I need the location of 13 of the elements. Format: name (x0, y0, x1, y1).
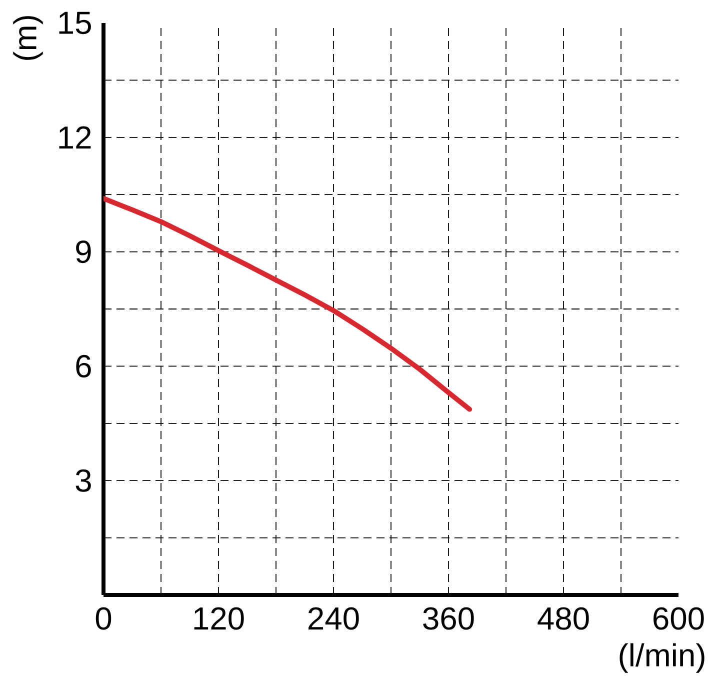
x-tick-label: 240 (308, 607, 359, 630)
x-tick-label: 480 (538, 607, 589, 630)
x-tick-label: 360 (423, 607, 474, 630)
x-tick-label: 600 (654, 607, 704, 630)
x-tick-label: 0 (96, 607, 112, 630)
y-tick-label: 15 (59, 12, 91, 34)
y-axis-title: (m) (13, 16, 43, 60)
y-tick-label: 6 (76, 354, 91, 378)
x-tick-label: 120 (194, 607, 244, 630)
y-tick-label: 9 (76, 240, 91, 264)
x-axis-title: (l/min) (620, 643, 704, 673)
y-tick-label: 3 (76, 469, 91, 492)
y-tick-label: 12 (59, 126, 91, 149)
